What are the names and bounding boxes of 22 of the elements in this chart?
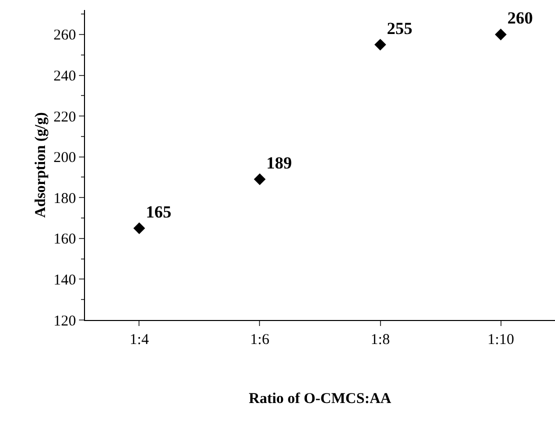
data-label: 255	[386, 18, 412, 38]
y-tick-label: 120	[54, 313, 76, 330]
x-tick-label: 1:8	[370, 332, 390, 348]
y-tick-label: 140	[54, 272, 76, 288]
point	[254, 173, 266, 186]
y-tick-label: 200	[54, 150, 76, 166]
x-tick-label: 1:4	[130, 332, 150, 348]
data-label: 189	[266, 153, 292, 172]
y-tick-label: 220	[54, 109, 76, 126]
data-label: 260	[507, 8, 533, 28]
point	[374, 38, 386, 51]
y-axis-title: Adsorption (g/g)	[33, 112, 49, 218]
y-tick-label: 240	[54, 68, 76, 85]
x-axis-title: Ratio of O-CMCS:AA	[248, 391, 392, 407]
y-tick-label: 180	[54, 190, 76, 207]
x-tick-label: 1:6	[250, 332, 270, 348]
data-label: 165	[146, 202, 172, 222]
y-tick-label: 260	[54, 28, 76, 44]
y-tick-label: 160	[54, 232, 76, 248]
point	[133, 222, 146, 234]
x-tick-label: 1:10	[487, 332, 514, 348]
point	[494, 28, 507, 40]
